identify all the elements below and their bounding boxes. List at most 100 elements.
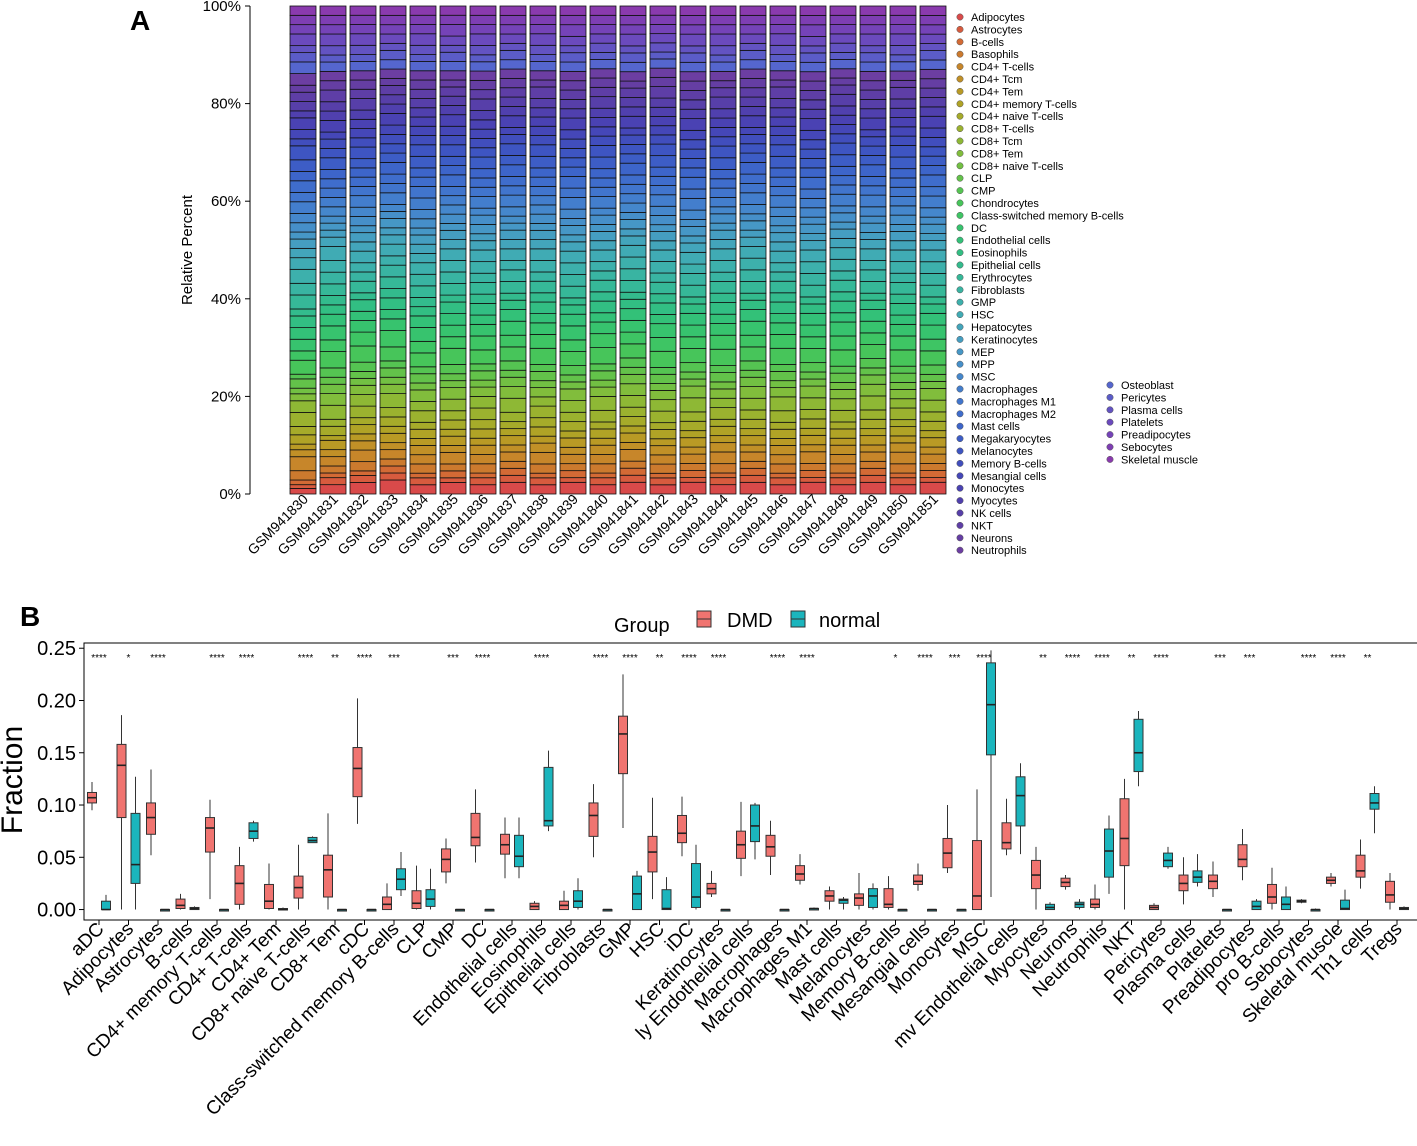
a-bar-segment [379,113,407,126]
a-legend-key [956,298,964,306]
a-bar-segment [619,244,647,258]
a-legend-label: CD8+ T-cells [971,124,1035,136]
a-bar-segment [319,169,347,180]
significance-mark: *** [1244,653,1256,664]
a-bar-segment [379,59,407,70]
a-bar-segment [469,196,497,209]
a-bar-segment [769,176,797,187]
a-bar-segment [349,70,377,81]
a-bar-segment [319,222,347,231]
a-legend-label: MSC [971,372,996,384]
panel-a-y-ticks: 0% 20% 40% 60% 80% 100% [203,0,250,503]
dmd-box [264,883,274,910]
a-bar-segment [289,426,317,436]
a-bar-segment [349,320,377,333]
a-bar-segment [349,118,377,129]
a-bar-segment [919,155,947,166]
a-bar-segment [409,262,437,275]
a-legend-label: CD8+ Tcm [971,136,1022,148]
a-bar-segment [709,136,737,147]
a-bar-segment [829,454,857,465]
a-bar-segment [799,24,827,37]
a-legend-label: Skeletal muscle [1121,454,1198,466]
a-bar-segment [649,143,677,157]
a-legend-label: Eosinophils [971,248,1028,260]
a-bar-segment [319,70,347,82]
a-bar-segment [379,33,407,44]
a-bar-segment [739,428,767,437]
a-bar-segment [679,197,707,211]
a-bar-segment [889,472,917,479]
a-bar-segment [469,472,497,479]
a-bar-segment [889,407,917,421]
a-bar-segment [799,188,827,199]
a-bar-segment [289,231,317,240]
a-bar-segment [829,258,857,272]
a-bar-segment [859,185,887,196]
a-bar-segment [769,250,797,264]
a-bar-segment [619,481,647,495]
a-bar-segment [649,33,677,44]
a-bar-segment [409,70,437,81]
a-bar-segment [439,470,467,479]
a-bar-segment [589,484,617,495]
a-bar-segment [619,343,647,359]
a-bar-segment [409,315,437,328]
a-bar-segment [829,321,857,337]
a-bar-segment [319,131,347,140]
a-bar-segment [499,87,527,98]
a-bar-segment [919,350,947,366]
a-bar-segment [859,14,887,26]
a-bar-segment [739,213,767,222]
a-bar-segment [799,284,827,298]
a-bar-segment [499,155,527,166]
a-bar-segment [409,98,437,109]
a-bar-segment [679,71,707,82]
a-bar-segment [439,114,467,127]
a-bar-segment [319,439,347,451]
a-legend-label: Plasma cells [1121,405,1183,417]
a-bar-segment [409,44,437,55]
a-bar-segment [889,126,917,137]
a-bar-segment [889,214,917,225]
a-bar-segment [919,388,947,401]
panel-a-x-labels: GSM941830GSM941831GSM941832GSM941833GSM9… [244,491,941,558]
a-bar-segment [469,379,497,388]
a-bar-segment [889,484,917,495]
a-bar-segment [409,116,437,127]
a-bar-segment [589,333,617,348]
a-bar-segment [829,68,857,79]
a-bar-segment [379,479,407,495]
a-bar-segment [529,280,557,294]
a-bar-segment [409,421,437,430]
a-bar-segment [439,336,467,349]
a-bar-segment [469,45,497,56]
a-bar-segment [709,70,737,82]
a-bar-segment [739,435,767,446]
a-bar-segment [379,5,407,16]
a-bar-segment [319,236,347,247]
a-bar-segment [499,115,527,128]
a-bar-segment [829,428,857,439]
a-bar-segment [739,134,767,145]
a-bar-segment [469,156,497,170]
dmd-box [972,840,982,911]
a-bar-segment [439,271,467,284]
a-bar-segment [829,437,857,446]
a-bar-segment [889,272,917,283]
a-bar-segment [529,229,557,240]
a-bar-segment [379,276,407,289]
a-bar-segment [619,71,647,82]
a-bar-segment [469,261,497,274]
a-bar-segment [619,24,647,35]
a-bar-segment [619,291,647,300]
a-bar-segment [379,49,407,61]
a-bar-segment [919,380,947,389]
a-bar-segment [859,5,887,16]
a-bar-segment [559,148,587,159]
a-bar-segment [919,186,947,197]
a-bar-segment [319,367,347,378]
a-bar-segment [469,454,497,465]
